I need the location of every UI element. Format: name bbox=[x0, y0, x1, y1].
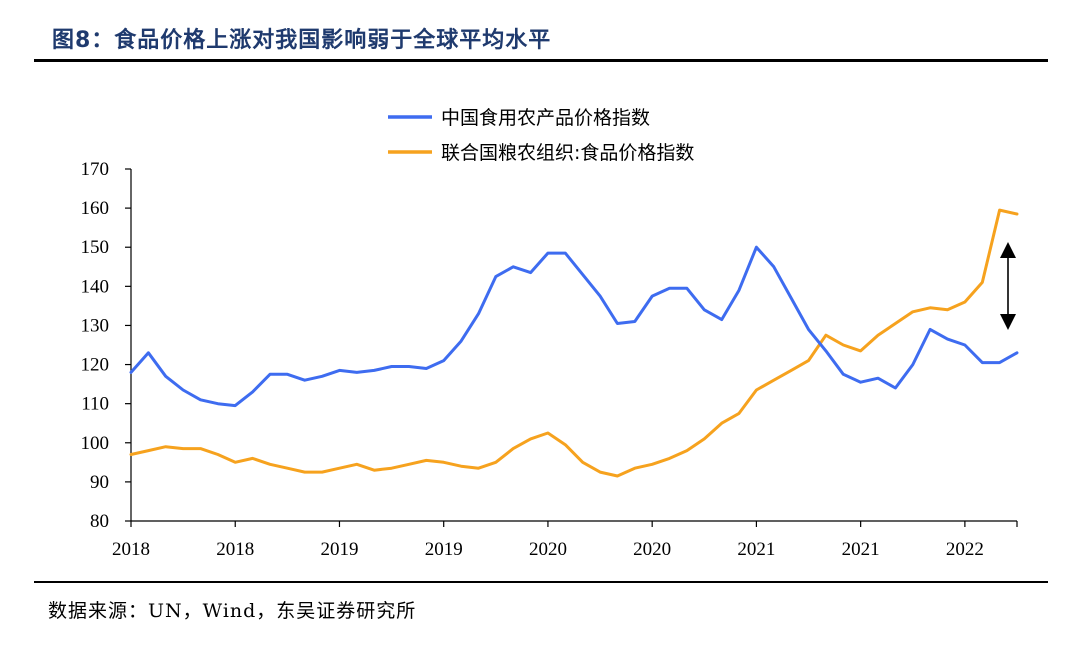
legend-label: 联合国粮农组织:食品价格指数 bbox=[441, 142, 694, 164]
x-tick-label: 2021 bbox=[842, 539, 880, 560]
series-lines bbox=[129, 208, 1019, 478]
x-tick-label: 2020 bbox=[633, 539, 671, 560]
x-tick-label: 2018 bbox=[216, 539, 254, 560]
y-tick-label: 110 bbox=[81, 394, 109, 415]
series-line-china-food-index bbox=[129, 245, 1019, 408]
top-rule bbox=[34, 59, 1048, 62]
x-tick-label: 2020 bbox=[529, 539, 567, 560]
y-tick-label: 130 bbox=[81, 315, 110, 336]
y-tick-label: 90 bbox=[90, 472, 109, 493]
x-tick-label: 2021 bbox=[737, 539, 775, 560]
y-tick-label: 80 bbox=[90, 511, 109, 532]
bottom-rule bbox=[34, 581, 1048, 583]
x-tick-label: 2022 bbox=[946, 539, 984, 560]
y-tick-label: 150 bbox=[81, 237, 110, 258]
source-note: 数据来源：UN，Wind，东吴证券研究所 bbox=[48, 600, 417, 622]
axes: 80 90 100 110 120 130 140 150 160 170 2018 2018 2019… bbox=[81, 159, 1018, 560]
y-tick-label: 120 bbox=[81, 355, 110, 376]
legend-label: 中国食用农产品价格指数 bbox=[441, 107, 650, 129]
x-tick-label: 2019 bbox=[425, 539, 463, 560]
y-tick-label: 160 bbox=[81, 198, 110, 219]
figure-title: 图8：食品价格上涨对我国影响弱于全球平均水平 bbox=[52, 28, 552, 53]
y-tick-label: 170 bbox=[81, 159, 110, 180]
x-tick-label: 2018 bbox=[112, 539, 150, 560]
x-tick-label: 2019 bbox=[320, 539, 358, 560]
y-tick-label: 140 bbox=[81, 276, 110, 297]
series-line-fao-food-index bbox=[129, 208, 1019, 478]
y-tick-label: 100 bbox=[81, 433, 110, 454]
